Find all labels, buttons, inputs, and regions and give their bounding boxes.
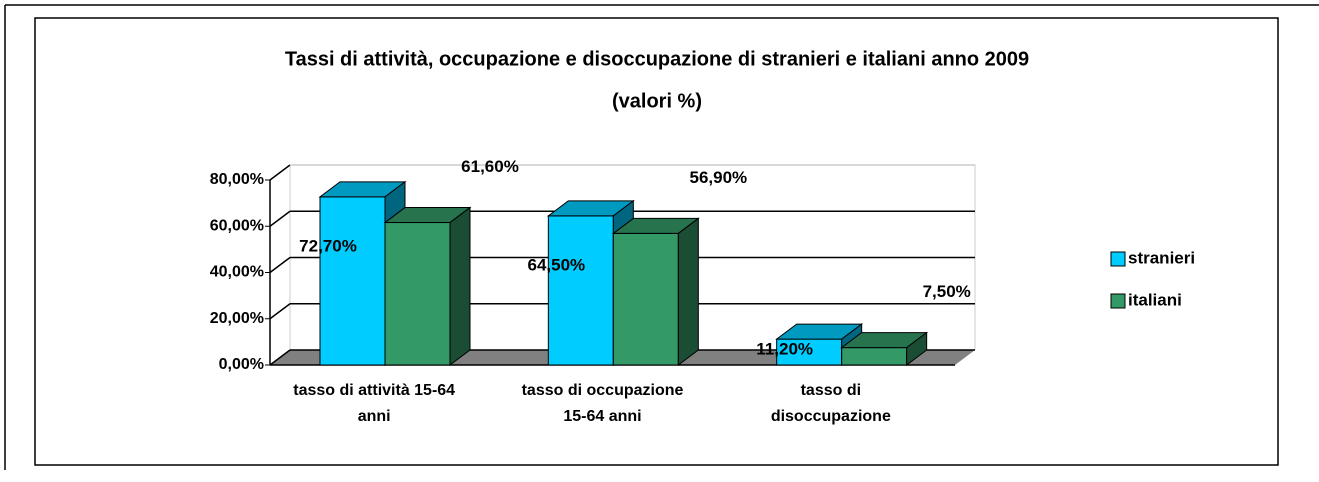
y-tick-label: 80,00% bbox=[210, 171, 264, 188]
chart-title: Tassi di attività, occupazione e disoccu… bbox=[285, 48, 1029, 70]
bar bbox=[384, 222, 451, 366]
grid-line bbox=[269, 256, 291, 274]
data-label: 64,50% bbox=[527, 255, 585, 274]
grid-line bbox=[269, 349, 291, 366]
grid-line bbox=[269, 164, 291, 181]
y-tick-label: 60,00% bbox=[210, 217, 264, 234]
legend-label: stranieri bbox=[1128, 248, 1195, 267]
data-label: 11,20% bbox=[756, 339, 813, 358]
y-tick-label: 40,00% bbox=[210, 264, 264, 281]
y-tick-label: 0,00% bbox=[219, 356, 264, 373]
legend-label: italiani bbox=[1128, 290, 1182, 309]
grid-line bbox=[269, 210, 291, 227]
legend-swatch bbox=[1110, 293, 1126, 309]
bar bbox=[841, 347, 908, 366]
legend-swatch bbox=[1110, 251, 1126, 267]
data-label: 72,70% bbox=[299, 236, 357, 255]
chart-subtitle: (valori %) bbox=[612, 90, 702, 112]
bar-side bbox=[677, 217, 699, 366]
bar bbox=[319, 196, 386, 366]
bar-side bbox=[906, 331, 928, 366]
bar bbox=[612, 232, 679, 366]
bar bbox=[547, 215, 614, 366]
x-tick-label: tasso di occupazione 15-64 anni bbox=[521, 382, 684, 425]
data-label: 56,90% bbox=[689, 168, 747, 187]
y-tick-label: 20,00% bbox=[210, 310, 264, 327]
x-tick-label: tasso di attività 15-64 anni bbox=[293, 382, 456, 425]
x-tick-label: tasso di disoccupazione bbox=[770, 382, 891, 425]
bar-side bbox=[449, 206, 471, 366]
data-label: 7,50% bbox=[923, 282, 971, 301]
grid-line bbox=[269, 303, 291, 320]
data-label: 61,60% bbox=[461, 157, 519, 176]
